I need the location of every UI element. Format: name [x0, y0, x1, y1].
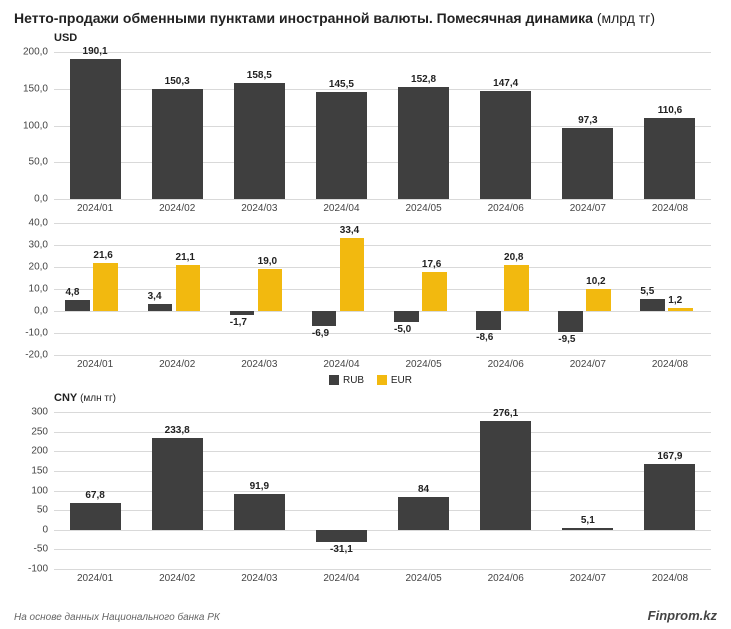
- rub-eur-chart: -20,0-10,00,010,020,030,040,04,821,63,42…: [14, 223, 717, 373]
- rub-eur-legend: RUB EUR: [14, 375, 717, 386]
- legend-swatch-eur: [377, 375, 387, 385]
- chart-title: Нетто-продажи обменными пунктами иностра…: [14, 10, 717, 26]
- brand-watermark: Finprom.kz: [648, 608, 717, 623]
- cny-chart: -100-5005010015020025030067,8233,891,9-3…: [14, 412, 717, 587]
- legend-swatch-rub: [329, 375, 339, 385]
- footer-source: На основе данных Национального банка РК: [14, 612, 220, 623]
- usd-panel-title: USD: [54, 32, 717, 44]
- usd-chart: 0,050,0100,0150,0200,0190,1150,3158,5145…: [14, 52, 717, 217]
- cny-panel-title: CNY (млн тг): [54, 392, 717, 404]
